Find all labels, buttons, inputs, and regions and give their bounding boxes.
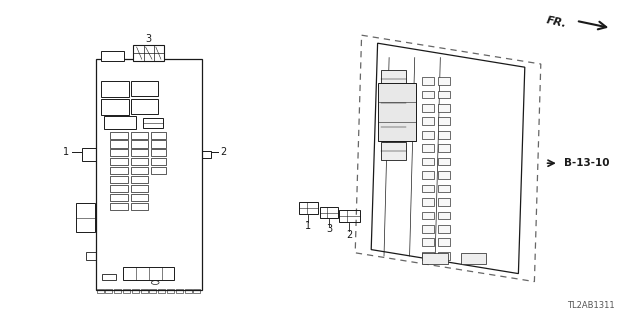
Bar [110, 185, 128, 192]
Bar [106, 289, 113, 293]
Text: 3: 3 [326, 224, 332, 235]
FancyArrowPatch shape [579, 21, 606, 29]
Bar [438, 117, 450, 125]
Bar [422, 158, 434, 165]
Bar [110, 203, 128, 210]
Bar [150, 289, 156, 293]
Bar [438, 77, 450, 85]
Bar [82, 148, 96, 161]
Bar [104, 116, 136, 129]
Bar [339, 210, 360, 222]
Bar [123, 267, 174, 280]
Bar [151, 167, 166, 174]
Bar [176, 289, 183, 293]
Bar [422, 117, 434, 125]
Bar [141, 289, 147, 293]
Bar [438, 171, 450, 179]
Bar [422, 104, 434, 112]
Bar [381, 142, 406, 160]
Bar [101, 99, 129, 115]
Bar [123, 289, 130, 293]
Bar [202, 151, 211, 158]
Bar [110, 132, 128, 139]
Bar [438, 225, 450, 233]
Bar [131, 194, 148, 201]
Text: FR.: FR. [545, 15, 568, 29]
Bar [101, 51, 124, 61]
Bar [299, 202, 318, 214]
Bar [381, 94, 406, 112]
Bar [438, 198, 450, 206]
Bar [131, 158, 148, 165]
Bar [132, 289, 139, 293]
Bar [151, 149, 166, 156]
Bar [422, 131, 434, 139]
Bar [110, 167, 128, 174]
Bar [320, 207, 338, 218]
Bar [438, 144, 450, 152]
Bar [438, 131, 450, 139]
Bar [131, 185, 148, 192]
Bar [86, 252, 96, 260]
Bar [97, 289, 104, 293]
Polygon shape [371, 43, 525, 274]
Bar [131, 99, 157, 114]
Bar [422, 238, 434, 246]
Text: B-13-10: B-13-10 [564, 158, 609, 168]
Bar [422, 212, 434, 219]
Bar [422, 144, 434, 152]
Text: 1: 1 [63, 147, 69, 157]
Bar [151, 140, 166, 148]
Bar [422, 225, 434, 233]
Bar [438, 238, 450, 246]
Bar [134, 45, 164, 61]
Bar [438, 252, 450, 260]
Bar [110, 194, 128, 201]
Bar [131, 140, 148, 148]
Bar [131, 176, 148, 183]
Bar [131, 149, 148, 156]
Bar [378, 83, 416, 141]
Bar [184, 289, 191, 293]
Bar [131, 81, 157, 96]
Bar [167, 289, 174, 293]
Bar [110, 158, 128, 165]
Bar [422, 171, 434, 179]
Bar [131, 203, 148, 210]
Bar [96, 59, 202, 290]
Bar [422, 91, 434, 98]
Bar [193, 289, 200, 293]
Bar [110, 149, 128, 156]
Bar [158, 289, 165, 293]
Bar [151, 132, 166, 139]
Text: 3: 3 [146, 34, 152, 44]
Bar [438, 185, 450, 192]
Bar [110, 140, 128, 148]
Bar [143, 118, 163, 128]
Bar [131, 132, 148, 139]
Bar [422, 253, 448, 264]
Bar [438, 158, 450, 165]
Bar [381, 118, 406, 136]
Bar [102, 274, 116, 280]
Bar [422, 185, 434, 192]
Bar [101, 81, 129, 97]
Bar [131, 167, 148, 174]
Bar [438, 91, 450, 98]
Bar [438, 212, 450, 219]
Bar [114, 289, 121, 293]
Bar [422, 198, 434, 206]
Bar [422, 252, 434, 260]
Bar [461, 253, 486, 264]
Text: TL2AB1311: TL2AB1311 [567, 301, 614, 310]
Text: 2: 2 [346, 229, 353, 240]
Text: 1: 1 [305, 220, 312, 231]
Bar [76, 203, 95, 232]
Bar [110, 176, 128, 183]
Bar [422, 77, 434, 85]
Bar [381, 70, 406, 88]
Bar [438, 104, 450, 112]
Text: 2: 2 [220, 148, 227, 157]
Bar [151, 158, 166, 165]
